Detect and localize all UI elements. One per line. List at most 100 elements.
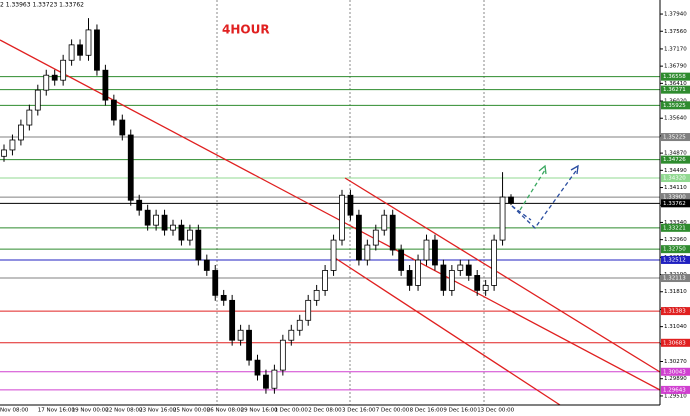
y-tick-label: 1.37170 <box>664 46 687 52</box>
projection-arrows <box>511 164 579 229</box>
candle-body <box>153 214 160 226</box>
y-tick-label: 1.30270 <box>664 359 687 365</box>
level-label: 1.30043 <box>663 369 686 375</box>
level-label: 1.30683 <box>663 340 686 346</box>
candle-body <box>339 194 345 241</box>
candle-body <box>136 199 143 211</box>
candle-body <box>34 89 41 111</box>
candle-body <box>271 369 278 389</box>
candle-body <box>161 214 168 231</box>
y-tick-label: 1.37560 <box>664 29 687 35</box>
level-tag <box>661 274 690 283</box>
level-tag <box>661 245 690 254</box>
x-tick-label: 26 Nov 08:00 <box>207 408 245 414</box>
candle-body <box>279 339 286 371</box>
candle-body <box>398 249 405 271</box>
y-tick-label: 1.34870 <box>664 151 687 157</box>
level-label: 1.36271 <box>663 87 686 93</box>
y-tick-label: 1.31040 <box>664 324 687 330</box>
x-tick-label: 22 Nov 08:00 <box>105 408 143 414</box>
x-tick-label: 29 Nov 16:00 <box>241 408 279 414</box>
candle-body <box>423 239 430 261</box>
candle-body <box>322 270 329 291</box>
symbol-info: 2 1.33963 1.33723 1.33762 <box>0 2 84 9</box>
level-label: 1.35225 <box>663 135 686 141</box>
level-tag <box>661 133 690 142</box>
level-tag <box>661 223 690 232</box>
level-label: 1.34726 <box>663 157 686 163</box>
candle-body <box>94 29 100 71</box>
level-label: 1.34320 <box>663 176 686 182</box>
x-tick-label: 3 Dec 16:00 <box>342 408 376 414</box>
trendline <box>0 39 661 391</box>
candle-body <box>43 74 50 91</box>
candle-body <box>9 139 16 151</box>
x-tick-label: 13 Dec 00:00 <box>477 408 514 414</box>
candle-body <box>432 239 438 266</box>
x-tick-label: Nov 08:00 <box>0 408 29 414</box>
level-label: 1.32512 <box>663 257 686 263</box>
arrow-path <box>511 167 579 229</box>
candle-body <box>474 275 481 291</box>
candle-body <box>440 264 447 291</box>
candle-body <box>457 264 464 271</box>
candle-body <box>415 259 421 286</box>
candle-body <box>77 44 83 56</box>
candle-body <box>178 224 185 241</box>
y-tick-label: 1.36790 <box>664 64 687 70</box>
axis: 1.379401.375601.371701.367901.364101.360… <box>0 12 690 414</box>
candle-body <box>60 59 67 81</box>
arrow-head <box>570 164 579 175</box>
candle-body <box>448 270 455 291</box>
candle-body <box>355 214 362 261</box>
levels <box>0 76 660 391</box>
candle-body <box>313 289 320 301</box>
candle-body <box>347 194 354 216</box>
level-tag <box>661 385 690 394</box>
chart-title: 4HOUR <box>222 23 270 37</box>
candles <box>1 18 514 394</box>
candle-body <box>482 285 489 291</box>
level-label: 1.33900 <box>663 195 686 201</box>
candle-body <box>372 229 379 246</box>
candle-body <box>195 229 202 261</box>
level-label: 1.29643 <box>663 387 686 393</box>
candle-body <box>288 329 295 341</box>
candle-body <box>1 149 7 157</box>
y-tick-label: 1.34110 <box>664 185 687 191</box>
candle-body <box>119 119 126 136</box>
candle-body <box>491 239 498 286</box>
y-tick-label: 1.34490 <box>664 168 687 174</box>
level-label: 1.32113 <box>663 276 686 282</box>
candle-body <box>254 359 261 376</box>
candle-body <box>85 29 92 56</box>
level-tag <box>661 101 690 110</box>
candle-body <box>406 270 413 286</box>
candle-body <box>110 99 117 121</box>
candle-body <box>26 109 33 126</box>
candle-body <box>305 299 312 321</box>
level-tag <box>661 199 690 208</box>
candle-body <box>170 224 176 231</box>
level-tag <box>661 174 690 183</box>
level-tag <box>661 338 690 347</box>
level-tag <box>661 193 690 202</box>
y-tick-label: 1.36410 <box>664 81 687 87</box>
grid-vertical <box>216 0 485 405</box>
level-label: 1.33762 <box>663 201 686 207</box>
level-label: 1.31383 <box>663 309 686 315</box>
channel-top <box>344 177 661 373</box>
level-tag <box>661 155 690 164</box>
candle-body <box>389 214 396 251</box>
x-tick-label: 9 Dec 16:00 <box>443 408 477 414</box>
level-tag <box>661 72 690 81</box>
x-tick-label: 8 Dec 16:00 <box>410 408 444 414</box>
trendlines <box>0 39 661 406</box>
candle-body <box>144 209 151 226</box>
candle-body <box>186 229 193 241</box>
arrow-path <box>519 169 546 211</box>
x-tick-label: 7 Dec 00:00 <box>376 408 410 414</box>
level-label: 1.32750 <box>663 247 686 253</box>
